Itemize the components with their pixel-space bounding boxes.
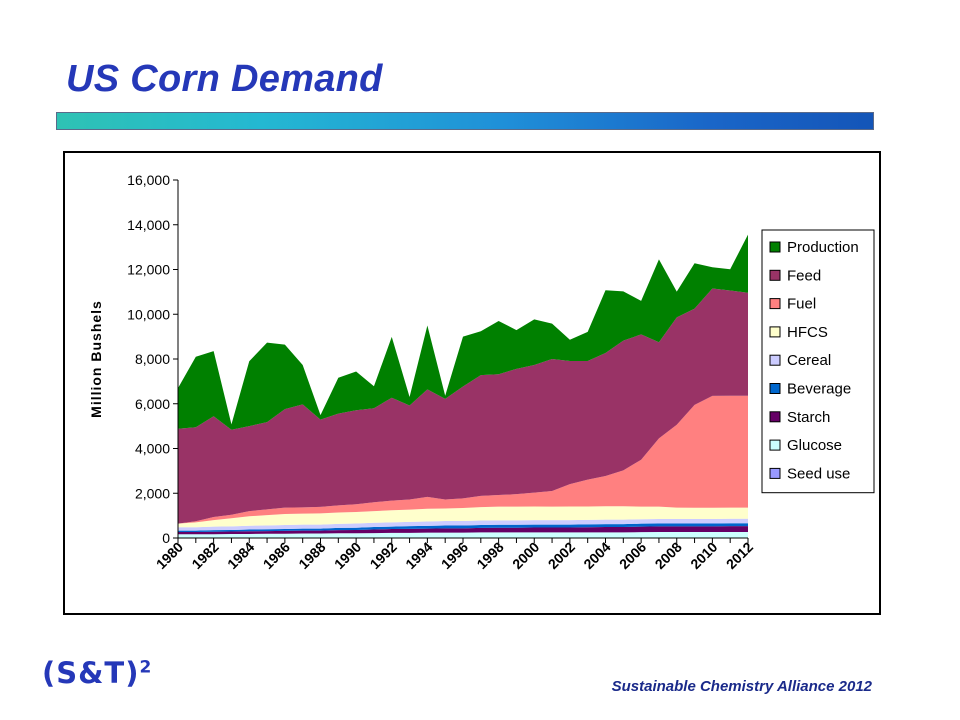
y-tick-label: 10,000 bbox=[127, 306, 170, 322]
x-tick-label: 2006 bbox=[616, 539, 649, 572]
x-tick-label: 2004 bbox=[580, 539, 613, 572]
x-tick-label: 1996 bbox=[438, 539, 471, 572]
x-tick-label: 2010 bbox=[687, 539, 720, 572]
x-tick-label: 1992 bbox=[367, 539, 400, 572]
legend-label: Fuel bbox=[787, 296, 816, 313]
legend-label: Cereal bbox=[787, 352, 831, 369]
y-tick-label: 8,000 bbox=[135, 351, 170, 367]
legend-label: HFCS bbox=[787, 324, 828, 341]
footer-text: Sustainable Chemistry Alliance 2012 bbox=[611, 678, 872, 695]
y-tick-label: 4,000 bbox=[135, 441, 170, 457]
legend-box bbox=[761, 229, 875, 494]
slide-title: US Corn Demand bbox=[66, 58, 383, 100]
legend-swatch bbox=[769, 269, 781, 281]
legend-label: Feed bbox=[787, 267, 821, 284]
legend-label: Glucose bbox=[787, 437, 842, 454]
area-series-starch bbox=[178, 526, 748, 535]
y-tick-label: 14,000 bbox=[127, 217, 170, 233]
area-series-glucose bbox=[178, 531, 748, 538]
legend-swatch bbox=[769, 439, 781, 451]
legend-label: Seed use bbox=[787, 465, 850, 482]
chart-frame: 0 2,000 4,000 6,000 8,000 10,000 12,000 14,000 1… bbox=[63, 151, 881, 615]
x-tick-label: 2012 bbox=[723, 539, 756, 572]
x-tick-label: 1982 bbox=[188, 539, 221, 572]
legend-label: Beverage bbox=[787, 381, 851, 398]
legend-label: Starch bbox=[787, 409, 830, 426]
area-series-fuel bbox=[178, 395, 748, 524]
x-tick-label: 1986 bbox=[260, 539, 293, 572]
area-series-hfcs bbox=[178, 506, 748, 528]
x-tick-label: 1984 bbox=[224, 539, 257, 572]
legend-swatch bbox=[769, 354, 781, 366]
area-series-production bbox=[178, 234, 748, 430]
x-tick-label: 1980 bbox=[153, 539, 186, 572]
legend-swatch bbox=[769, 411, 781, 423]
y-tick-label: 0 bbox=[162, 530, 170, 546]
x-tick-label: 1990 bbox=[331, 539, 364, 572]
legend-label: Production bbox=[787, 239, 859, 256]
corn-demand-chart: 0 2,000 4,000 6,000 8,000 10,000 12,000 14,000 1… bbox=[88, 172, 875, 572]
title-gradient-bar bbox=[56, 112, 874, 130]
area-series-cereal bbox=[178, 518, 748, 531]
legend-swatch bbox=[769, 467, 781, 479]
x-tick-label: 2000 bbox=[509, 539, 542, 572]
y-tick-label: 16,000 bbox=[127, 172, 170, 188]
y-axis-title: Million Bushels bbox=[88, 300, 104, 418]
area-series-feed bbox=[178, 288, 748, 524]
x-tick-label: 2002 bbox=[545, 539, 578, 572]
legend-swatch bbox=[769, 298, 781, 310]
legend-swatch bbox=[769, 241, 781, 253]
x-tick-label: 1994 bbox=[402, 539, 435, 572]
y-tick-label: 12,000 bbox=[127, 262, 170, 278]
x-tick-label: 1998 bbox=[473, 539, 506, 572]
x-tick-label: 2008 bbox=[652, 539, 685, 572]
legend-swatch bbox=[769, 383, 781, 394]
st-squared-logo: (S&T)2 bbox=[42, 656, 153, 690]
y-tick-label: 2,000 bbox=[135, 485, 170, 501]
area-series-beverage bbox=[178, 523, 748, 532]
legend-swatch bbox=[769, 326, 781, 338]
x-tick-label: 1988 bbox=[295, 539, 328, 572]
y-tick-label: 6,000 bbox=[135, 396, 170, 412]
